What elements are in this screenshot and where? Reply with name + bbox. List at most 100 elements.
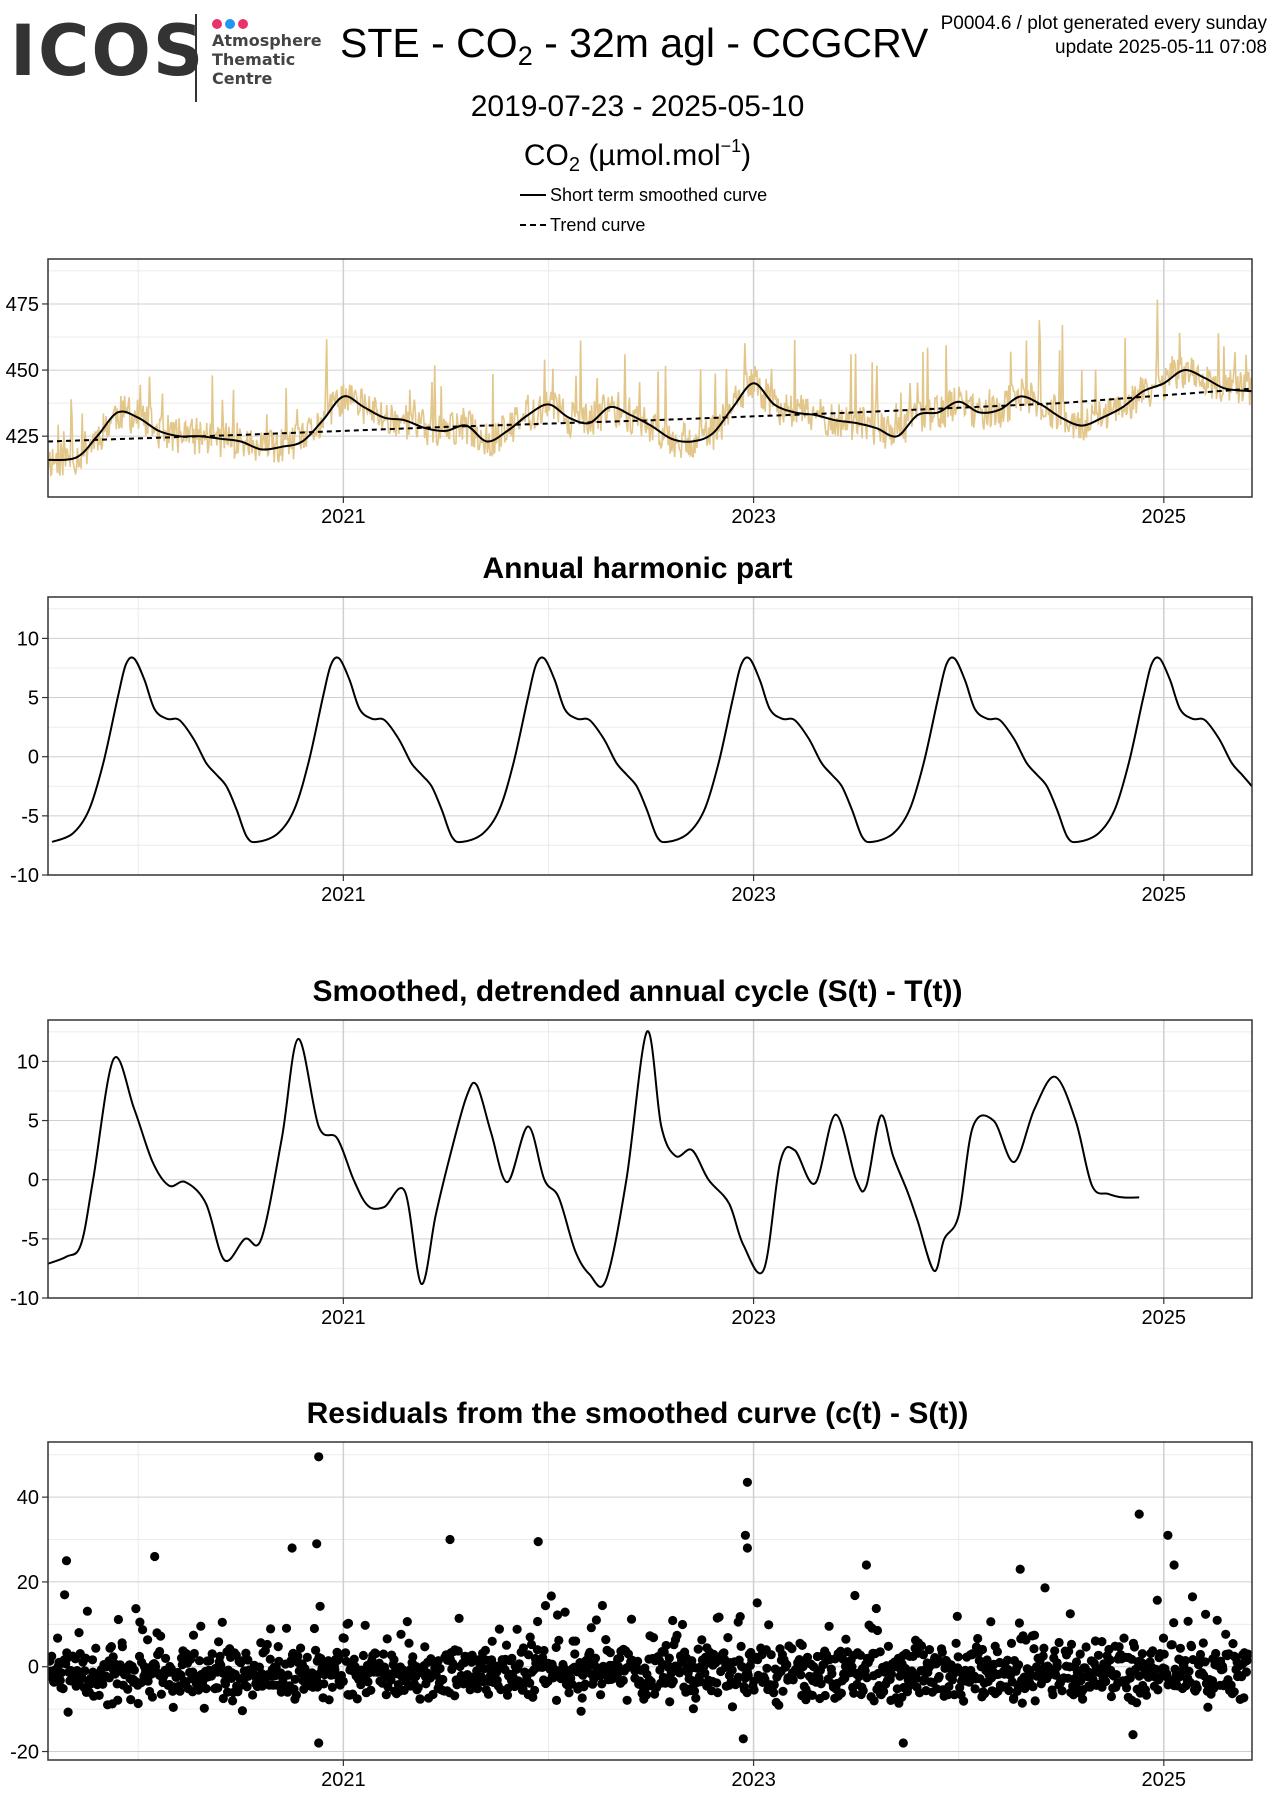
residual-point [700, 1668, 710, 1678]
residual-point [883, 1641, 894, 1651]
residual-point [143, 1635, 153, 1645]
residual-point [849, 1688, 859, 1698]
residual-point [1212, 1615, 1222, 1625]
residual-point [1243, 1649, 1252, 1659]
residual-point [875, 1647, 885, 1657]
residual-point [408, 1652, 418, 1662]
residual-point [129, 1665, 139, 1675]
residual-point [156, 1689, 166, 1699]
plot-metadata: P0004.6 / plot generated every sunday up… [941, 12, 1267, 60]
residual-point [1081, 1642, 1091, 1652]
residual-point [138, 1625, 148, 1635]
meta-update: update 2025-05-11 07:08 [1055, 37, 1267, 58]
residual-point [872, 1625, 883, 1636]
residual-point [1029, 1630, 1040, 1640]
residual-point [970, 1684, 980, 1694]
residual-point [879, 1687, 889, 1697]
residual-point [953, 1652, 963, 1662]
residual-point [371, 1649, 381, 1659]
residual-point [131, 1604, 141, 1614]
residual-point [590, 1653, 601, 1663]
residual-point [774, 1700, 784, 1710]
residual-point [992, 1647, 1003, 1657]
residual-point [389, 1655, 399, 1665]
residual-point [265, 1654, 275, 1664]
residual-point [807, 1690, 818, 1700]
residual-point [126, 1695, 136, 1705]
logo-line-2: Thematic [212, 50, 296, 69]
residual-point [143, 1676, 153, 1686]
residual-point [1028, 1682, 1038, 1692]
residual-point [518, 1643, 529, 1653]
residual-point [796, 1670, 806, 1680]
title-post: - 32m agl - CCGCRV [532, 20, 929, 66]
meta-version: P0004.6 / plot generated every sunday [940, 13, 1267, 34]
residual-point [727, 1665, 737, 1675]
residual-point [615, 1653, 625, 1663]
residual-point [533, 1537, 543, 1547]
residual-point [448, 1658, 458, 1668]
residual-point [378, 1649, 389, 1659]
residual-point [1030, 1696, 1040, 1706]
residual-point [924, 1645, 935, 1655]
residual-point [827, 1669, 837, 1679]
residual-point [743, 1670, 753, 1680]
residual-point [626, 1614, 637, 1624]
residual-point [871, 1603, 881, 1614]
residual-point [787, 1644, 797, 1654]
x-tick-label: 2023 [731, 1769, 776, 1791]
residual-point [266, 1624, 276, 1634]
y-tick-label: 0 [28, 1657, 39, 1679]
residual-point [113, 1695, 123, 1705]
residual-point [1039, 1643, 1049, 1653]
residual-point [605, 1648, 615, 1658]
x-tick-label: 2023 [731, 506, 776, 528]
residual-point [273, 1642, 283, 1652]
residual-point [94, 1690, 104, 1700]
residual-point [1218, 1664, 1228, 1674]
residual-point [977, 1644, 988, 1655]
y-tick-label: 475 [6, 294, 39, 316]
residual-point [63, 1707, 73, 1717]
y-tick-label: 450 [6, 360, 39, 382]
residual-point [453, 1646, 463, 1656]
residual-point [502, 1690, 513, 1700]
residual-point [540, 1601, 551, 1611]
residual-point [1006, 1638, 1017, 1648]
residual-point [533, 1616, 543, 1627]
residual-point [1093, 1650, 1104, 1660]
residual-point [727, 1702, 738, 1712]
residual-point [349, 1654, 359, 1664]
residual-point [382, 1634, 392, 1644]
residual-point [311, 1645, 321, 1655]
residual-point [117, 1642, 127, 1652]
residual-point [415, 1694, 425, 1704]
residual-point [290, 1674, 300, 1684]
residual-point [526, 1639, 537, 1650]
residual-point [340, 1648, 351, 1658]
residual-point [514, 1659, 524, 1669]
residual-point [287, 1543, 297, 1553]
residual-point [428, 1689, 438, 1700]
title-sub: 2 [517, 41, 533, 71]
residual-point [546, 1591, 556, 1601]
residual-point [478, 1676, 488, 1687]
logo-wordmark: ICOS [10, 10, 206, 92]
residual-point [1159, 1649, 1169, 1659]
logo-dot-1 [212, 19, 222, 29]
residual-point [237, 1706, 247, 1716]
trend-curve-line [48, 387, 1252, 443]
residual-point [1187, 1592, 1198, 1602]
residual-point [1114, 1642, 1124, 1652]
residual-point [820, 1690, 830, 1701]
units-pre: CO [523, 139, 569, 172]
residual-point [528, 1692, 538, 1702]
residual-point [496, 1685, 506, 1695]
residual-point [1180, 1656, 1190, 1666]
residual-point [291, 1690, 301, 1700]
residual-point [539, 1645, 549, 1656]
residual-point [216, 1660, 226, 1670]
x-tick-label: 2021 [321, 1307, 366, 1329]
residual-point [217, 1617, 227, 1627]
logo-dots [212, 16, 251, 34]
